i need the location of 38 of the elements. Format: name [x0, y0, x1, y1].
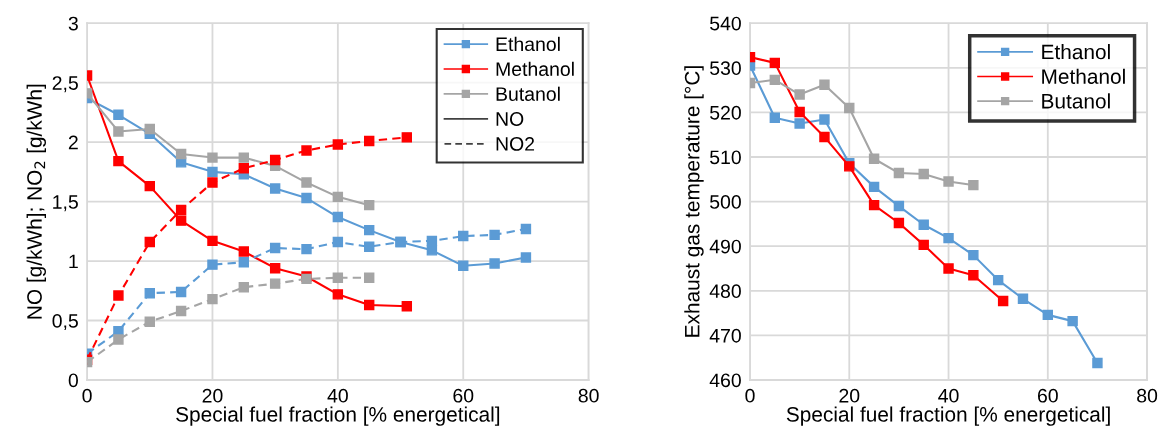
y-tick-label: 460	[709, 373, 741, 388]
y-tick-label: 470	[709, 328, 741, 343]
x-axis-title: Special fuel fraction [% energetical]	[176, 406, 500, 426]
y-tick-label: 500	[710, 195, 741, 209]
x-tick-label: 40	[938, 388, 959, 403]
y-tick-label: 0,5	[52, 313, 78, 331]
x-tick-label: 60	[453, 388, 474, 403]
legend-label: NO2	[496, 137, 535, 151]
y-tick-label: 530	[710, 61, 741, 76]
x-tick-label: 20	[202, 388, 223, 403]
x-tick-label: 60	[1037, 388, 1058, 403]
x-tick-label: 40	[327, 388, 348, 403]
y-tick-label: 1,5	[53, 195, 78, 212]
legend-label: Methanol	[1042, 68, 1125, 84]
legend-label: Ethanol	[1042, 44, 1110, 60]
x-tick-label: 0	[745, 388, 755, 403]
x-tick-label: 80	[578, 388, 599, 403]
legend-label: NO	[496, 112, 524, 126]
y-tick-label: 1	[69, 254, 78, 269]
x-tick-label: 0	[82, 388, 92, 403]
y-tick-label: 2	[68, 135, 78, 150]
x-tick-label: 20	[839, 388, 860, 403]
y-tick-label: 540	[710, 16, 741, 31]
y-axis-title: NO [g/kWh]; NO$_{2}$ [g/kWh]	[26, 84, 46, 319]
y-tick-label: 510	[710, 150, 741, 165]
legend-label: Butanol	[496, 86, 560, 101]
y-axis-title: Exhaust gas temperature [°C]	[684, 66, 704, 337]
y-tick-label: 520	[710, 105, 741, 120]
y-tick-label: 0	[68, 373, 78, 388]
y-tick-label: 480	[709, 284, 741, 299]
legend-label: Butanol	[1042, 93, 1110, 109]
legend-label: Methanol	[496, 61, 574, 77]
y-tick-label: 490	[709, 239, 741, 254]
y-tick-label: 2,5	[52, 76, 78, 93]
x-axis-title: Special fuel fraction [% energetical]	[786, 406, 1110, 426]
x-tick-label: 80	[1137, 388, 1158, 403]
y-tick-label: 3	[68, 16, 78, 31]
legend-label: Ethanol	[496, 36, 560, 52]
